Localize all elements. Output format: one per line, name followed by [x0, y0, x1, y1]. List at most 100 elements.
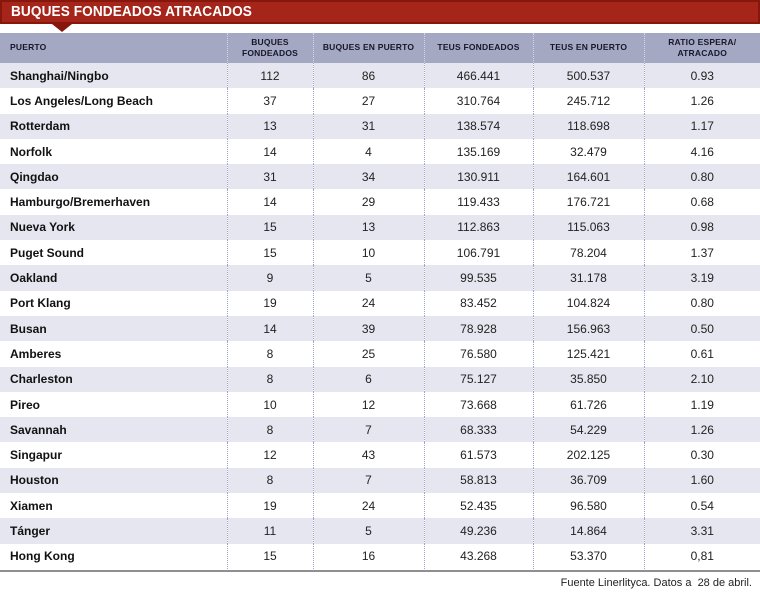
- table-row: Charleston 8 6 75.127 35.850 2.10: [0, 366, 760, 392]
- cell-buques-fondeados: 8: [226, 341, 313, 367]
- cell-puerto: Singapur: [10, 448, 63, 463]
- cell-puerto: Xiamen: [10, 498, 53, 513]
- cell-ratio: 4.16: [643, 138, 760, 165]
- cell-buques-en-puerto: 12: [312, 391, 424, 418]
- cell-buques-fondeados: 8: [226, 417, 313, 443]
- cell-teus-fondeados: 73.668: [423, 391, 533, 418]
- cell-buques-fondeados: 19: [226, 290, 313, 316]
- cell-teus-en-puerto: 96.580: [532, 493, 644, 519]
- cell-buques-fondeados: 15: [226, 543, 313, 569]
- cell-ratio: 1.17: [643, 113, 760, 139]
- table-row: Shanghai/Ningbo 112 86 466.441 500.537 0…: [0, 63, 760, 89]
- column-header-puerto: PUERTO: [0, 33, 227, 63]
- cell-teus-en-puerto: 118.698: [532, 113, 644, 139]
- cell-puerto: Port Klang: [10, 296, 71, 311]
- cell-teus-fondeados: 49.236: [423, 518, 533, 544]
- cell-teus-fondeados: 112.863: [423, 214, 533, 241]
- cell-buques-fondeados: 37: [226, 88, 313, 114]
- cell-teus-en-puerto: 125.421: [532, 341, 644, 367]
- cell-puerto: Norfolk: [10, 144, 52, 159]
- cell-teus-fondeados: 43.268: [423, 543, 533, 569]
- cell-ratio: 1.26: [643, 417, 760, 443]
- cell-buques-en-puerto: 86: [312, 63, 424, 89]
- cell-ratio: 2.10: [643, 366, 760, 392]
- table-row: Houston 8 7 58.813 36.709 1.60: [0, 467, 760, 494]
- cell-buques-en-puerto: 16: [312, 543, 424, 569]
- table-row: Norfolk 14 4 135.169 32.479 4.16: [0, 138, 760, 165]
- cell-buques-en-puerto: 5: [312, 265, 424, 291]
- cell-teus-fondeados: 130.911: [423, 164, 533, 190]
- cell-buques-fondeados: 14: [226, 138, 313, 165]
- cell-buques-fondeados: 12: [226, 442, 313, 468]
- table-row: Nueva York 15 13 112.863 115.063 0.98: [0, 214, 760, 241]
- cell-puerto: Hong Kong: [10, 549, 75, 564]
- pointer-row: [0, 24, 760, 33]
- cell-ratio: 0.98: [643, 214, 760, 241]
- title-bar: BUQUES FONDEADOS ATRACADOS: [0, 0, 760, 24]
- table-row: Rotterdam 13 31 138.574 118.698 1.17: [0, 113, 760, 139]
- cell-teus-en-puerto: 156.963: [532, 315, 644, 342]
- pointer-triangle-icon: [52, 24, 72, 32]
- cell-ratio: 1.19: [643, 391, 760, 418]
- cell-teus-fondeados: 58.813: [423, 467, 533, 494]
- cell-teus-en-puerto: 104.824: [532, 290, 644, 316]
- cell-teus-fondeados: 135.169: [423, 138, 533, 165]
- table-row: Los Angeles/Long Beach 37 27 310.764 245…: [0, 88, 760, 114]
- cell-teus-en-puerto: 32.479: [532, 138, 644, 165]
- cell-buques-en-puerto: 25: [312, 341, 424, 367]
- table-row: Savannah 8 7 68.333 54.229 1.26: [0, 417, 760, 443]
- cell-teus-en-puerto: 202.125: [532, 442, 644, 468]
- cell-buques-en-puerto: 13: [312, 214, 424, 241]
- cell-teus-en-puerto: 53.370: [532, 543, 644, 569]
- column-header-teus-en-puerto: TEUS EN PUERTO: [532, 33, 644, 63]
- cell-ratio: 1.60: [643, 467, 760, 494]
- cell-ratio: 0.80: [643, 290, 760, 316]
- table-header-row: PUERTO BUQUES FONDEADOS BUQUES EN PUERTO…: [0, 33, 760, 63]
- cell-puerto: Tánger: [10, 523, 51, 538]
- cell-ratio: 1.26: [643, 88, 760, 114]
- cell-puerto: Shanghai/Ningbo: [10, 68, 109, 83]
- cell-buques-en-puerto: 39: [312, 315, 424, 342]
- column-header-buques-en-puerto: BUQUES EN PUERTO: [312, 33, 424, 63]
- cell-teus-fondeados: 61.573: [423, 442, 533, 468]
- cell-buques-fondeados: 8: [226, 467, 313, 494]
- cell-puerto: Charleston: [10, 372, 73, 387]
- table-header: PUERTO BUQUES FONDEADOS BUQUES EN PUERTO…: [0, 33, 760, 63]
- table-body: Shanghai/Ningbo 112 86 466.441 500.537 0…: [0, 63, 760, 569]
- column-header-ratio: RATIO ESPERA/ ATRACADO: [643, 33, 760, 63]
- cell-buques-fondeados: 11: [226, 518, 313, 544]
- cell-buques-en-puerto: 24: [312, 493, 424, 519]
- cell-ratio: 0.61: [643, 341, 760, 367]
- cell-teus-en-puerto: 54.229: [532, 417, 644, 443]
- cell-buques-fondeados: 13: [226, 113, 313, 139]
- cell-teus-fondeados: 83.452: [423, 290, 533, 316]
- table-row: Xiamen 19 24 52.435 96.580 0.54: [0, 493, 760, 519]
- cell-buques-en-puerto: 7: [312, 417, 424, 443]
- table-row: Hamburgo/Bremerhaven 14 29 119.433 176.7…: [0, 189, 760, 215]
- cell-buques-fondeados: 19: [226, 493, 313, 519]
- cell-buques-en-puerto: 4: [312, 138, 424, 165]
- cell-teus-en-puerto: 61.726: [532, 391, 644, 418]
- cell-ratio: 1.37: [643, 240, 760, 266]
- cell-buques-fondeados: 15: [226, 214, 313, 241]
- cell-buques-en-puerto: 5: [312, 518, 424, 544]
- cell-ratio: 0.50: [643, 315, 760, 342]
- cell-ratio: 0,81: [643, 543, 760, 569]
- cell-teus-fondeados: 78.928: [423, 315, 533, 342]
- cell-teus-fondeados: 68.333: [423, 417, 533, 443]
- table-row: Oakland 9 5 99.535 31.178 3.19: [0, 265, 760, 291]
- cell-puerto: Los Angeles/Long Beach: [10, 93, 153, 108]
- cell-teus-en-puerto: 14.864: [532, 518, 644, 544]
- cell-buques-en-puerto: 43: [312, 442, 424, 468]
- cell-teus-en-puerto: 31.178: [532, 265, 644, 291]
- cell-buques-en-puerto: 24: [312, 290, 424, 316]
- cell-puerto: Hamburgo/Bremerhaven: [10, 195, 151, 210]
- table-row: Pireo 10 12 73.668 61.726 1.19: [0, 391, 760, 418]
- cell-buques-fondeados: 10: [226, 391, 313, 418]
- table-row: Singapur 12 43 61.573 202.125 0.30: [0, 442, 760, 468]
- cell-buques-en-puerto: 34: [312, 164, 424, 190]
- cell-buques-fondeados: 31: [226, 164, 313, 190]
- ports-table: PUERTO BUQUES FONDEADOS BUQUES EN PUERTO…: [0, 33, 760, 569]
- cell-buques-en-puerto: 6: [312, 366, 424, 392]
